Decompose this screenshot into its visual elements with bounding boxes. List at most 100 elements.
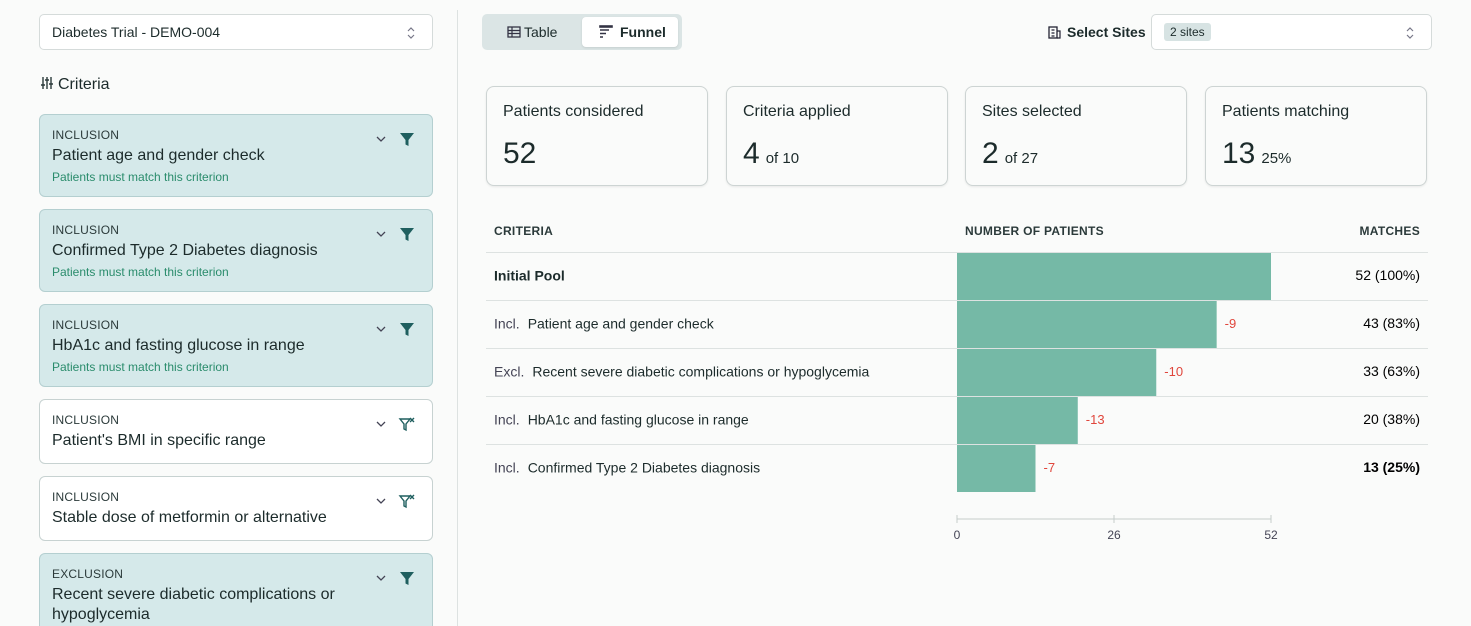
row-name: HbA1c and fasting glucose in range [528,411,749,427]
tab-label: Funnel [620,24,666,40]
criterion-kind: INCLUSION [52,128,120,142]
stat-suffix: of 10 [765,150,800,167]
stat-value: 13 [1222,137,1256,170]
criterion-kind: INCLUSION [52,223,120,237]
criterion-title: Confirmed Type 2 Diabetes diagnosis [52,242,318,259]
stat-number: 4 of 10 [743,137,931,171]
chevron-icon [407,27,415,39]
criterion-card[interactable]: INCLUSION HbA1c and fasting glucose in ra… [39,304,433,387]
row-name: Confirmed Type 2 Diabetes diagnosis [528,459,760,475]
row-name: Initial Pool [494,267,565,283]
filter [400,133,414,146]
row-prefix: Excl. [494,363,524,379]
column-header: MATCHES [1359,224,1420,238]
tick-label: 0 [954,528,961,542]
building-icon [1048,26,1061,39]
row-matches: 13 (25%) [1363,459,1420,475]
expand-icon [376,231,386,237]
chevron [376,326,386,332]
row-prefix: Incl. [494,315,520,331]
trial-select-text: Diabetes Trial - DEMO-004 [52,24,221,40]
row-matches: 52 (100%) [1355,267,1420,283]
chevron [376,575,386,581]
row-prefix: Incl. [494,459,520,475]
filter [400,228,414,241]
expand-icon [376,575,386,581]
tab-table[interactable]: Table [486,17,578,47]
stat-card: Patients considered 52 [486,86,708,186]
stat-value: 52 [503,137,537,170]
sites-label-text: Select Sites [1067,24,1146,40]
filter-icon[interactable] [398,131,416,149]
stat-card: Sites selected 2 of 27 [965,86,1187,186]
tab-funnel[interactable]: Funnel [582,17,678,47]
x [409,494,415,500]
stat-number: 13 25% [1222,137,1410,171]
row-label: Incl. HbA1c and fasting glucose in range [494,411,749,427]
sites-label: Select Sites [1048,24,1146,40]
stat-suffix: 25% [1261,150,1292,167]
funnel-bar [957,397,1078,444]
criterion-kind: INCLUSION [52,490,120,504]
criterion-title: Stable dose of metformin or alternative [52,509,327,526]
tick-label: 26 [1107,528,1121,542]
funnel-bar [957,445,1036,492]
row-matches: 33 (63%) [1363,363,1420,379]
column-header: CRITERIA [494,224,553,238]
expand-icon [376,498,386,504]
row-label: Initial Pool [494,267,565,283]
filter [400,572,414,585]
stat-label: Criteria applied [743,103,851,120]
filter-icon[interactable] [398,416,416,434]
table-icon [507,26,521,38]
row-label: Incl. Patient age and gender check [494,315,715,331]
stat-card: Patients matching 13 25% [1205,86,1427,186]
criterion-kind: EXCLUSION [52,567,124,581]
row-name: Patient age and gender check [528,315,715,331]
criterion-title: Recent severe diabetic complications or … [52,586,335,623]
x [409,417,415,423]
stat-value: 4 [743,137,760,170]
criterion-kind: INCLUSION [52,413,120,427]
criterion-note: Patients must match this criterion [52,170,229,184]
criteria-heading-text: Criteria [58,76,110,93]
row-matches: 43 (83%) [1363,315,1420,331]
tick-label: 52 [1264,528,1278,542]
row-prefix: Incl. [494,411,520,427]
row-delta: -10 [1164,364,1183,379]
criterion-title: Patient age and gender check [52,147,265,164]
row-label: Excl. Recent severe diabetic complication… [494,363,870,379]
criterion-card[interactable]: INCLUSION Patient age and gender check Pat… [39,114,433,197]
criterion-card[interactable]: INCLUSION Confirmed Type 2 Diabetes diagn… [39,209,433,292]
criterion-title: HbA1c and fasting glucose in range [52,337,305,354]
funnel-bar [957,349,1157,396]
chevron [376,136,386,142]
column-header: NUMBER OF PATIENTS [965,224,1104,238]
filter-icon[interactable] [398,493,416,511]
divider [457,10,458,626]
criterion-note: Patients must match this criterion [52,265,229,279]
view-tabs: Table Funnel [482,14,682,50]
criterion-card[interactable]: INCLUSION Patient's BMI in specific range [39,399,433,464]
criterion-card[interactable]: INCLUSION Stable dose of metformin or alt… [39,476,433,541]
row-matches: 20 (38%) [1363,411,1420,427]
filter-icon[interactable] [398,226,416,244]
funnel-bar [957,253,1271,300]
criteria-list: INCLUSION Patient age and gender check Pat… [39,114,433,626]
row-delta: -9 [1225,316,1237,331]
sites-select[interactable]: 2 sites [1151,14,1432,50]
expand-icon [376,326,386,332]
filter-icon[interactable] [398,570,416,588]
expand-icon [376,421,386,427]
row-name: Recent severe diabetic complications or … [532,363,869,379]
funnel-icon [599,25,613,38]
criterion-card[interactable]: EXCLUSION Recent severe diabetic complica… [39,553,433,626]
trial-select[interactable]: Diabetes Trial - DEMO-004 [39,14,433,50]
stat-card: Criteria applied 4 of 10 [726,86,948,186]
stat-label: Patients considered [503,103,644,120]
stat-number: 2 of 27 [982,137,1170,171]
criteria-heading: Criteria [40,76,110,94]
filter-off [398,418,412,432]
filter-icon[interactable] [398,321,416,339]
